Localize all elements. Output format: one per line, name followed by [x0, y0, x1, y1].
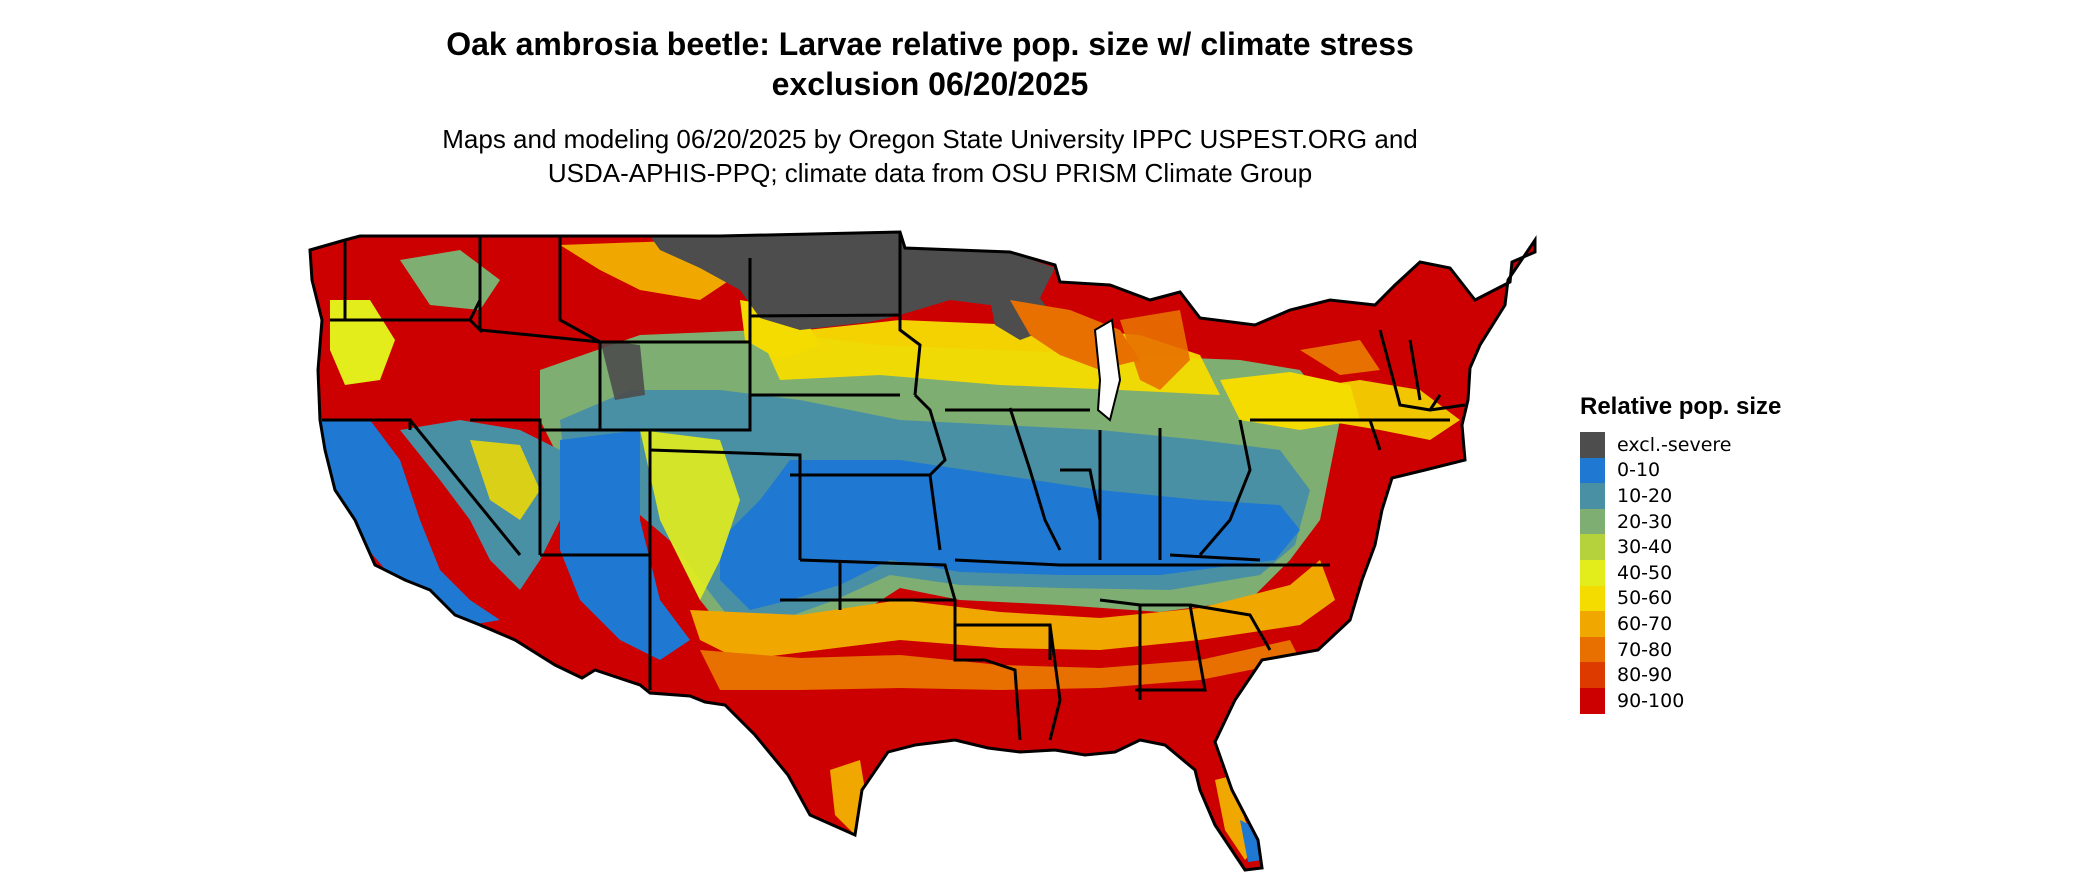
legend-swatch: [1580, 636, 1605, 663]
legend-swatch: [1580, 585, 1605, 612]
legend-item: 70-80: [1580, 636, 1880, 663]
legend-label: 0-10: [1617, 459, 1661, 482]
us-map: [300, 222, 1560, 892]
legend-label: 10-20: [1617, 484, 1673, 507]
legend-label: 30-40: [1617, 536, 1673, 559]
legend-swatch: [1580, 508, 1605, 535]
legend-swatch: [1580, 687, 1605, 714]
legend-item: 40-50: [1580, 559, 1880, 586]
legend-label: 90-100: [1617, 689, 1685, 712]
legend-item: 30-40: [1580, 534, 1880, 560]
legend-item: 20-30: [1580, 508, 1880, 535]
legend-item: 10-20: [1580, 483, 1880, 509]
legend-swatch: [1580, 662, 1605, 688]
legend-swatch: [1580, 559, 1605, 586]
legend-label: 60-70: [1617, 612, 1673, 635]
legend-swatch: [1580, 611, 1605, 637]
legend-label: 70-80: [1617, 638, 1673, 661]
us-map-svg: [308, 230, 1537, 872]
legend-item: 90-100: [1580, 687, 1880, 714]
legend-swatch: [1580, 483, 1605, 509]
legend-swatch: [1580, 534, 1605, 560]
map-title-line2: exclusion 06/20/2025: [771, 66, 1089, 102]
map-title-line1: Oak ambrosia beetle: Larvae relative pop…: [446, 26, 1414, 62]
legend-item: 60-70: [1580, 611, 1880, 637]
legend-label: excl.-severe: [1617, 433, 1732, 456]
legend-item: 80-90: [1580, 662, 1880, 688]
map-subtitle-line2: USDA-APHIS-PPQ; climate data from OSU PR…: [547, 158, 1313, 188]
legend-title: Relative pop. size: [1580, 393, 1782, 420]
legend-item: excl.-severe: [1580, 432, 1880, 458]
legend-label: 20-30: [1617, 510, 1673, 533]
state-boundaries: [322, 232, 1466, 741]
legend-label: 80-90: [1617, 664, 1673, 687]
great-lakes: [1093, 318, 1122, 422]
legend-label: 50-60: [1617, 587, 1673, 610]
map-subtitle-line1: Maps and modeling 06/20/2025 by Oregon S…: [442, 124, 1418, 154]
map-title: Oak ambrosia beetle: Larvae relative pop…: [380, 24, 1480, 104]
map-fill-zones: [310, 232, 1535, 870]
legend: Relative pop. size excl.-severe 0-10 10-20…: [1580, 392, 1880, 714]
legend-item: 50-60: [1580, 585, 1880, 612]
map-subtitle: Maps and modeling 06/20/2025 by Oregon S…: [380, 122, 1480, 190]
legend-swatch: [1580, 432, 1605, 458]
legend-item: 0-10: [1580, 457, 1880, 484]
legend-label: 40-50: [1617, 561, 1673, 584]
legend-swatch: [1580, 457, 1605, 484]
legend-items: excl.-severe 0-10 10-20 20-30 30-40 40-50 50-6…: [1580, 432, 1880, 714]
